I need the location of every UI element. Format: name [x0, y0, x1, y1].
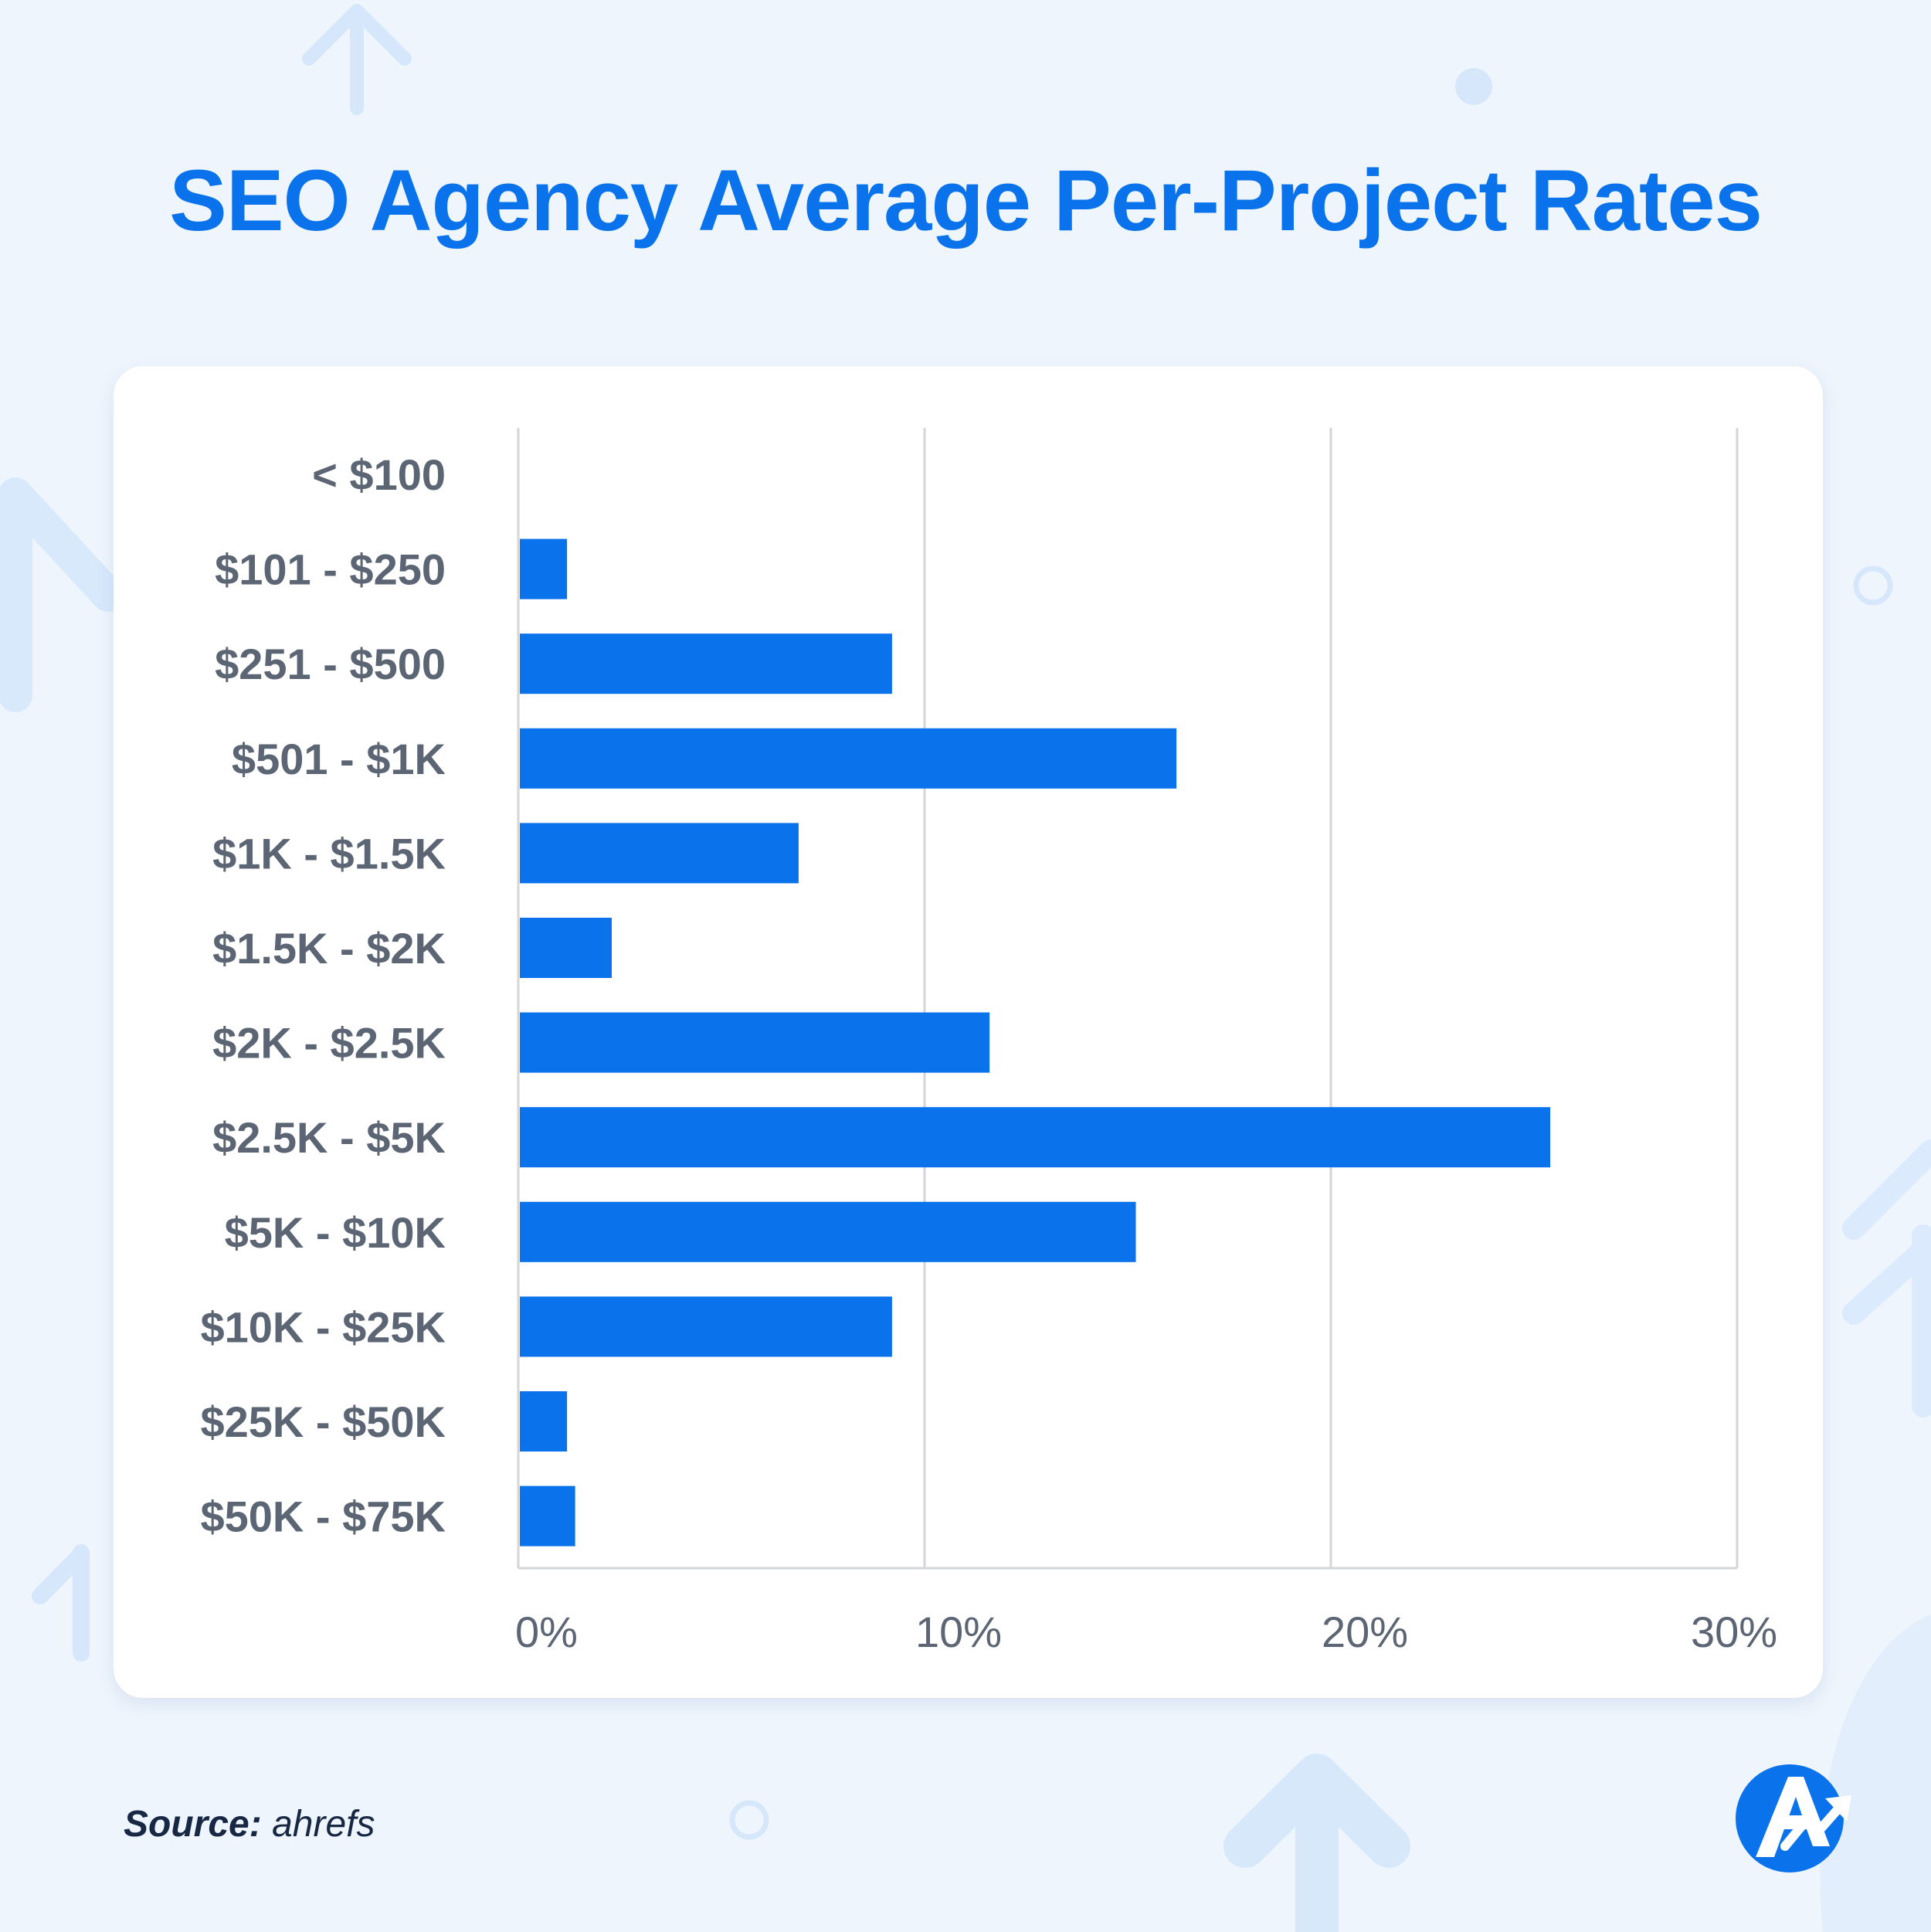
bar-chart: < $100 $101 - $250 $251 - $500 $501 - $1K $1…	[200, 428, 1777, 1656]
circle-icon	[729, 1800, 769, 1840]
bar	[520, 823, 799, 884]
bar	[520, 1201, 1136, 1262]
x-tick-label: 0%	[515, 1608, 578, 1656]
bar	[520, 918, 612, 978]
dot-icon	[1455, 68, 1492, 105]
bar	[520, 538, 568, 599]
bar	[520, 1391, 568, 1452]
bar	[520, 1012, 990, 1073]
bar	[520, 1486, 575, 1547]
arrow-up-icon	[302, 4, 412, 115]
arrow-up-icon	[0, 477, 125, 712]
category-label: $101 - $250	[215, 545, 446, 594]
x-tick-label: 10%	[915, 1608, 1002, 1656]
chart-title: SEO Agency Average Per-Project Rates	[169, 152, 1763, 249]
source-value: ahrefs	[272, 1804, 375, 1845]
arrow-up-icon	[1842, 1139, 1931, 1418]
category-label: $501 - $1K	[232, 735, 446, 783]
background-wave	[1820, 1615, 1931, 1932]
bar	[520, 1296, 892, 1357]
bar	[520, 728, 1177, 789]
category-label: $1K - $1.5K	[212, 829, 446, 878]
category-label: < $100	[312, 450, 446, 499]
category-label: $251 - $500	[215, 640, 446, 688]
bar	[520, 1107, 1551, 1168]
chart-card: < $100 $101 - $250 $251 - $500 $501 - $1K $1…	[114, 366, 1823, 1698]
category-label: $2K - $2.5K	[212, 1019, 446, 1068]
source-note: Source: ahrefs	[124, 1803, 375, 1845]
x-tick-label: 30%	[1691, 1608, 1777, 1656]
circle-icon	[1853, 565, 1893, 606]
category-label: $2.5K - $5K	[212, 1113, 446, 1162]
category-label: $1.5K - $2K	[212, 924, 446, 973]
arrow-up-icon	[32, 1544, 90, 1662]
category-label: $5K - $10K	[225, 1208, 446, 1257]
arrow-up-icon	[1223, 1754, 1410, 1932]
bar	[520, 633, 892, 694]
category-label: $10K - $25K	[200, 1302, 446, 1351]
x-tick-label: 20%	[1322, 1608, 1408, 1656]
brand-logo-icon	[1736, 1764, 1851, 1873]
source-label: Source:	[124, 1804, 262, 1845]
category-label: $50K - $75K	[200, 1492, 446, 1541]
category-label: $25K - $50K	[200, 1397, 446, 1446]
